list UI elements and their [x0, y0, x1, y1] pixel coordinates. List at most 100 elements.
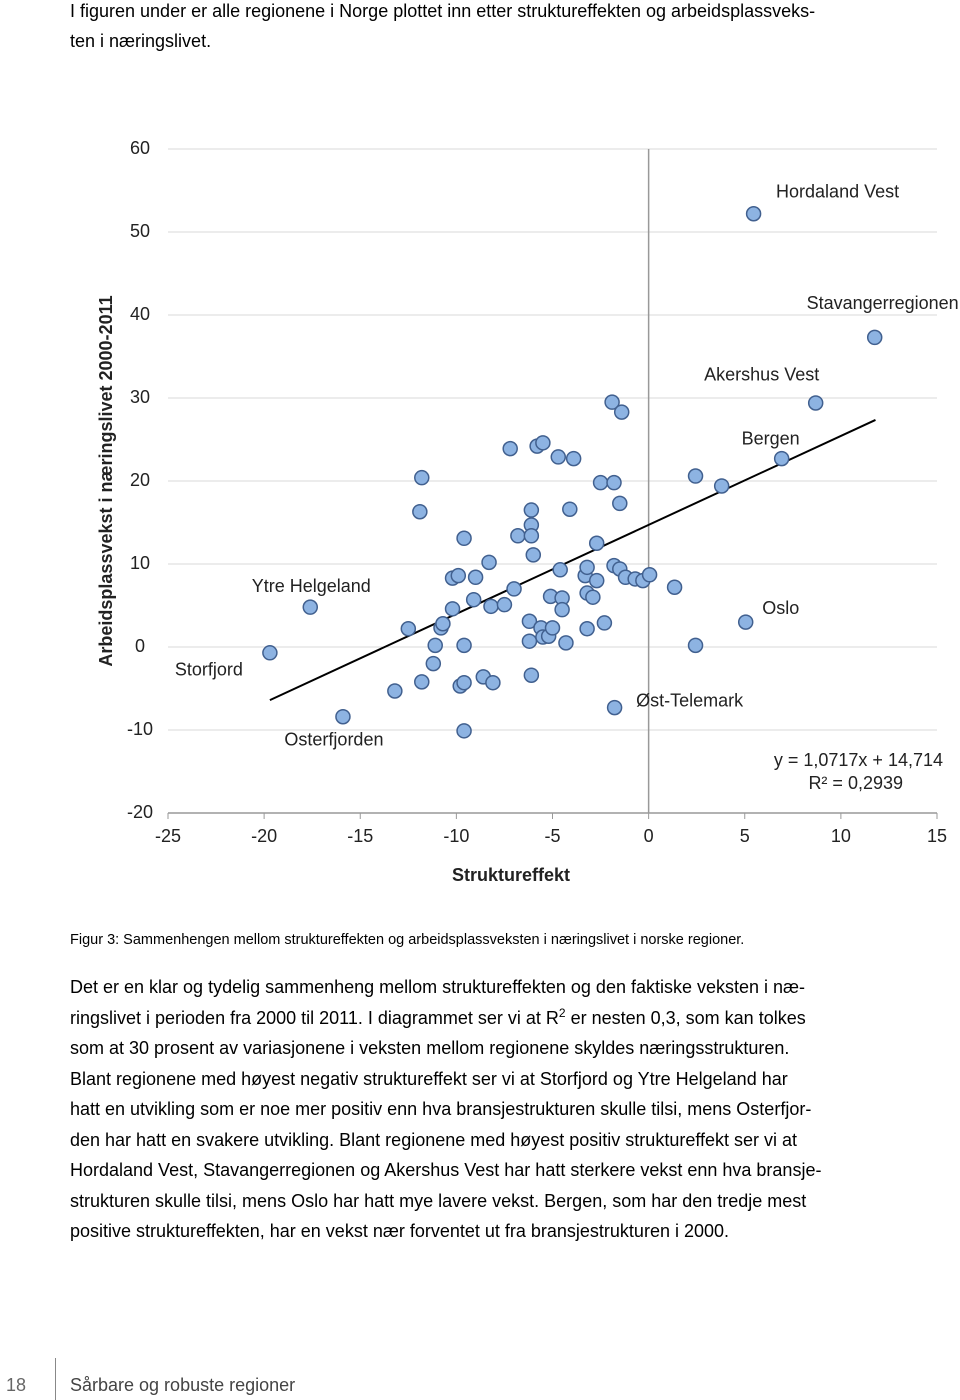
body-line: Blant regionene med høyest negativ struk… [70, 1068, 788, 1089]
y-tick-label: 50 [130, 221, 150, 241]
point [612, 495, 628, 512]
point [510, 528, 526, 544]
point [523, 667, 540, 683]
caption: Figur 3: Sammenhengen mellom struktureff… [70, 932, 745, 948]
point [444, 601, 461, 617]
point [412, 503, 428, 520]
x-tick-label: 10 [831, 826, 851, 846]
point [302, 599, 319, 615]
x-tick-label: 5 [740, 826, 750, 846]
point [737, 614, 754, 630]
intro-line: ten i næringslivet. [70, 31, 212, 51]
body-line: positive struktureffekten, har en vekst … [70, 1221, 730, 1241]
body-line: den har hatt en svakere utvikling. Blant… [70, 1129, 798, 1150]
point [773, 450, 790, 467]
body-segment: er nesten 0,3, som kan tolkes [565, 1007, 806, 1028]
point [483, 598, 499, 615]
point-label: Stavangerregionen [807, 293, 959, 313]
intro-line: I figuren under er alle regionene i Norg… [70, 1, 816, 21]
point [450, 567, 467, 584]
point [523, 502, 540, 518]
point [387, 683, 403, 699]
point [687, 637, 704, 654]
point [592, 474, 609, 491]
x-tick-label: -25 [155, 826, 181, 846]
trendline [269, 419, 876, 702]
point [435, 616, 451, 632]
point [456, 674, 472, 691]
y-axis-title: Arbeidsplassvekst i næringslivet 2000-20… [96, 295, 116, 666]
point-label: Ytre Helgeland [252, 576, 371, 596]
point [588, 572, 605, 589]
point [613, 404, 630, 420]
point [496, 596, 513, 613]
point [506, 581, 522, 597]
point [521, 633, 538, 649]
point [544, 620, 561, 636]
point [485, 674, 501, 691]
point [262, 645, 278, 661]
point [606, 474, 622, 491]
point [425, 655, 442, 672]
point-label: Storfjord [175, 660, 243, 680]
body-line: hatt en utvikling som er noe mer positiv… [70, 1099, 812, 1119]
point [427, 637, 443, 654]
x-tick-label: -5 [544, 826, 560, 846]
body-line: Hordaland Vest, Stavangerregionen og Ake… [70, 1160, 822, 1180]
point [579, 620, 595, 637]
point [525, 547, 542, 563]
x-tick-label: 0 [644, 826, 654, 846]
y-tick-label: 20 [130, 470, 150, 490]
point-label: Osterfjorden [284, 729, 383, 749]
point [414, 469, 430, 486]
point [562, 501, 578, 517]
point [687, 468, 704, 484]
x-tick-label: -15 [347, 826, 373, 846]
body-segment: 2 [558, 1005, 566, 1020]
point-label: Bergen [742, 428, 800, 448]
x-tick-label: -10 [443, 826, 469, 846]
x-tick-label: 15 [927, 826, 947, 846]
point [456, 530, 472, 547]
body-line: ringslivet i perioden fra 2000 til 2011.… [70, 1005, 806, 1029]
x-tick-label: -20 [251, 826, 277, 846]
point [521, 613, 538, 630]
y-tick-label: 30 [130, 387, 150, 407]
body-line: som at 30 prosent av variasjonene i veks… [70, 1038, 790, 1058]
point [713, 478, 730, 494]
point [558, 635, 574, 651]
point-label: Hordaland Vest [776, 181, 899, 201]
point [335, 708, 351, 725]
point [400, 620, 417, 637]
point [550, 449, 567, 465]
point [465, 591, 482, 608]
point [745, 205, 762, 222]
point [554, 601, 570, 618]
point-label: Akershus Vest [704, 365, 819, 385]
point [535, 435, 551, 451]
point [807, 395, 824, 411]
y-tick-label: -10 [127, 719, 153, 739]
point [585, 589, 601, 605]
point [414, 674, 430, 690]
footer-title: Sårbare og robuste regioner [70, 1375, 296, 1395]
point [866, 329, 883, 346]
x-axis-title: Struktureffekt [452, 865, 570, 885]
point [588, 535, 605, 551]
body-line: Det er en klar og tydelig sammenheng mel… [70, 977, 806, 997]
page-number: 18 [6, 1375, 27, 1395]
point [456, 637, 472, 654]
point [456, 723, 472, 739]
trend-equation: y = 1,0717x + 14,714 [774, 750, 943, 770]
y-tick-label: -20 [127, 802, 153, 822]
point-label: Øst-Telemark [636, 690, 744, 710]
point [606, 699, 623, 716]
body-segment: ringslivet i perioden fra 2000 til 2011.… [70, 1007, 559, 1028]
y-tick-label: 60 [130, 138, 150, 158]
point [552, 562, 568, 578]
trend-r2: R² = 0,2939 [808, 773, 903, 793]
point [641, 567, 658, 583]
point [604, 394, 620, 410]
